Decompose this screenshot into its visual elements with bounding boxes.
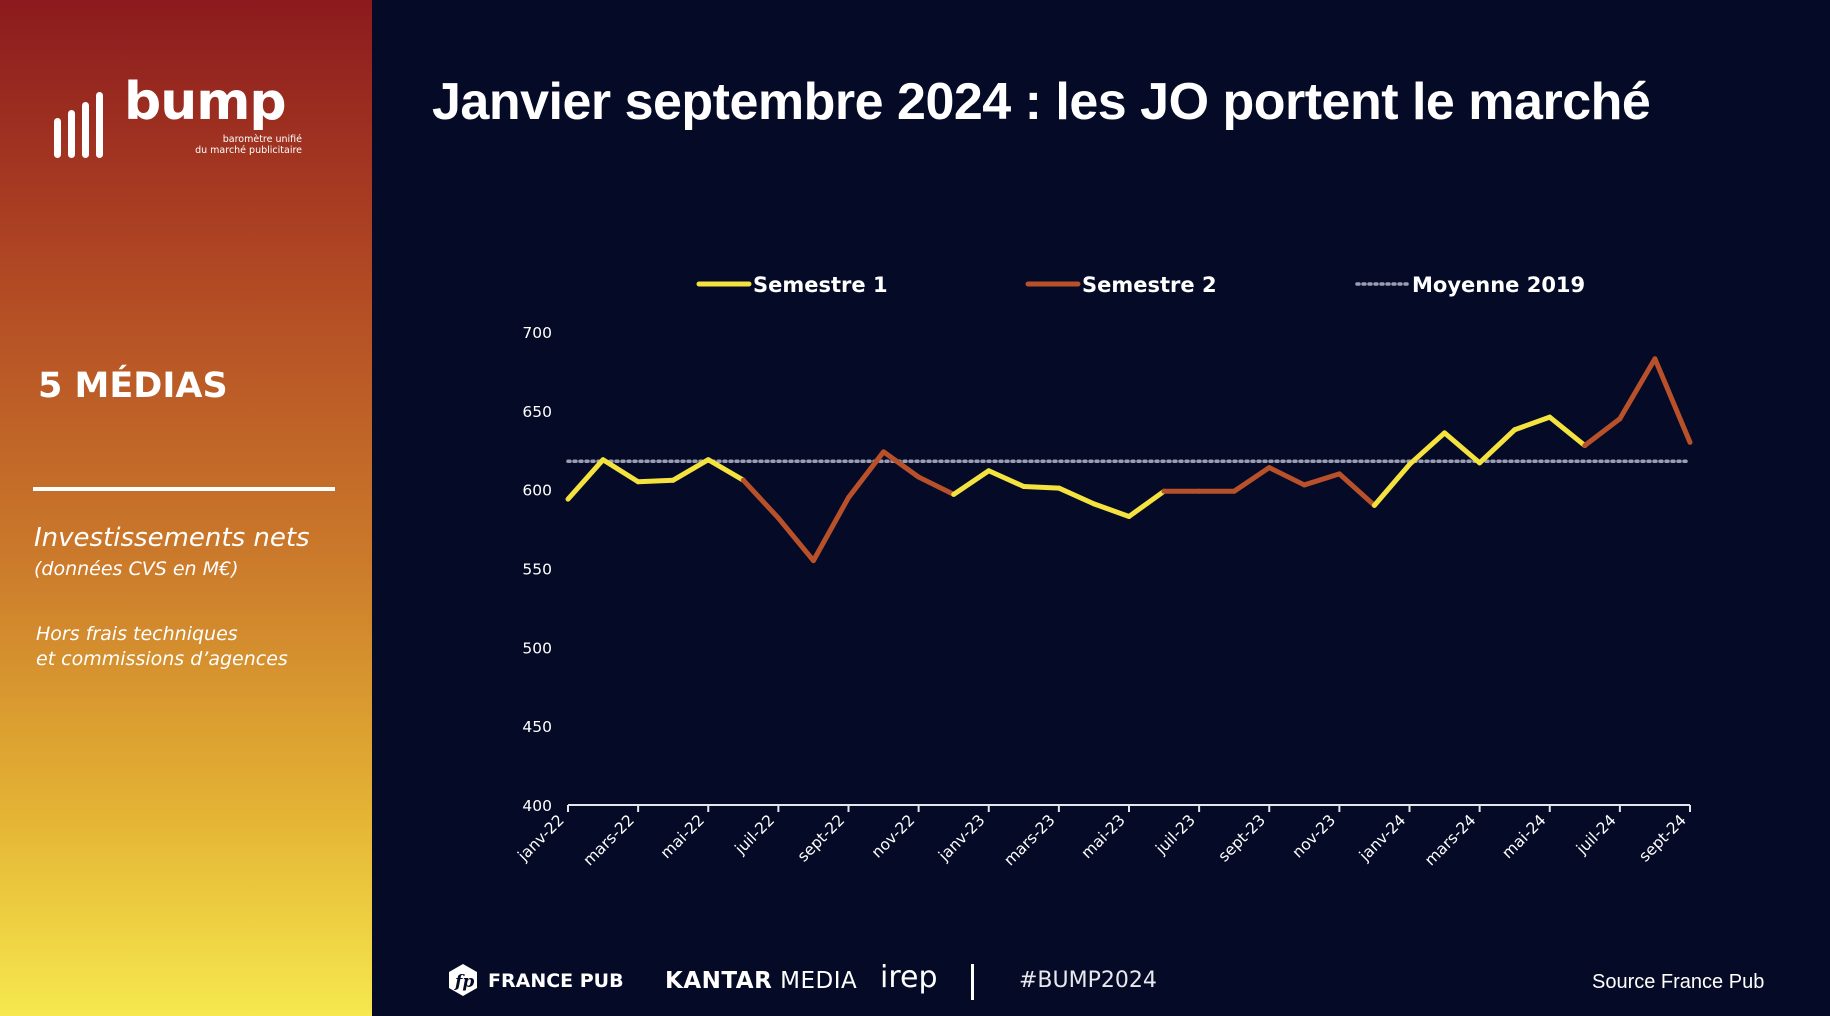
kantar-bold: KANTAR — [665, 968, 773, 994]
media-title: 5 MÉDIAS — [38, 366, 228, 406]
logo-word: bump — [124, 72, 287, 132]
bars-logo-icon — [54, 92, 103, 158]
semestre1-segment — [1477, 427, 1518, 466]
x-tick-label: janv-22 — [514, 811, 568, 865]
semestre2-segment — [881, 449, 922, 480]
sidebar-divider — [33, 487, 335, 491]
investissements-title: Investissements nets — [34, 523, 310, 553]
semestre2-segment — [810, 495, 851, 564]
semestre2-segment — [1266, 465, 1307, 488]
france-pub-logo-text: FRANCE PUB — [488, 970, 624, 992]
note-line-1: Hors frais techniques — [36, 623, 238, 645]
semestre1-segment — [1371, 461, 1412, 508]
y-tick-label: 450 — [522, 718, 552, 736]
semestre1-segment — [705, 457, 746, 483]
chart-lines — [565, 356, 1693, 564]
semestre2-segment — [1652, 356, 1693, 445]
x-tick-label: juil-23 — [1152, 811, 1199, 858]
investissements-subtitle: (données CVS en M€) — [34, 558, 239, 580]
x-tick-label: mai-23 — [1078, 811, 1129, 862]
footer-separator — [971, 964, 974, 1000]
y-tick-label: 400 — [522, 797, 552, 815]
slide-title: Janvier septembre 2024 : les JO portent … — [432, 73, 1651, 131]
x-tick-label: sept-22 — [794, 811, 848, 865]
x-tick-label: mars-22 — [580, 811, 638, 869]
semestre2-segment — [1617, 356, 1658, 422]
semestre2-segment — [1301, 471, 1342, 488]
semestre1-segment — [951, 468, 992, 497]
semestre1-segment — [1512, 414, 1553, 433]
x-tick-label: mars-23 — [1000, 811, 1058, 869]
legend-label-moyenne: Moyenne 2019 — [1412, 273, 1585, 297]
x-tick-label: nov-23 — [1289, 811, 1339, 861]
x-tick-label: mars-24 — [1421, 811, 1479, 869]
x-tick-label: mai-22 — [657, 811, 708, 862]
y-tick-label: 700 — [522, 324, 552, 342]
semestre1-segment — [600, 457, 641, 485]
kantar-rest: MEDIA — [772, 968, 858, 994]
semestre1-segment — [1056, 485, 1097, 507]
x-tick-label: nov-22 — [868, 811, 918, 861]
irep-logo: irep — [880, 960, 938, 995]
y-tick-label: 600 — [522, 482, 552, 500]
semestre2-segment — [740, 477, 781, 521]
source-label: Source France Pub — [1592, 971, 1765, 993]
semestre1-segment — [1547, 414, 1588, 449]
svg-text:fp: fp — [454, 972, 474, 992]
semestre2-segment — [846, 449, 887, 501]
semestre1-segment — [1407, 430, 1448, 467]
y-tick-label: 500 — [522, 639, 552, 657]
semestre1-segment — [986, 468, 1027, 490]
note-line-2: et commissions d’agences — [36, 648, 288, 670]
semestre1-segment — [1126, 488, 1167, 519]
x-tick-label: juil-24 — [1572, 811, 1619, 858]
x-tick-label: janv-24 — [1355, 811, 1409, 865]
logo-tagline: baromètre unifié du marché publicitaire — [195, 134, 302, 156]
x-tick-label: mai-24 — [1499, 811, 1550, 862]
kantar-media-logo: KANTAR MEDIA — [665, 968, 857, 994]
semestre2-segment — [1336, 471, 1377, 508]
chart-axes: 400 450 500 550 600 650 700 janv-22 mars-22 mai-2… — [514, 324, 1691, 869]
semestre1-segment — [670, 457, 711, 483]
semestre1-segment — [565, 457, 606, 502]
footer: fp FRANCE PUB KANTAR MEDIA irep #BUMP202… — [0, 958, 1830, 1008]
legend-label-semestre1: Semestre 1 — [753, 273, 888, 297]
x-tick-label: juil-22 — [731, 811, 778, 858]
semestre1-segment — [1091, 501, 1132, 519]
chart-legend: Semestre 1 Semestre 2 Moyenne 2019 — [696, 273, 1585, 297]
semestre2-segment — [1582, 416, 1623, 449]
france-pub-icon: fp — [449, 964, 477, 996]
sidebar: bump baromètre unifié du marché publicit… — [0, 0, 372, 1016]
semestre2-segment — [775, 515, 816, 564]
legend-label-semestre2: Semestre 2 — [1082, 273, 1217, 297]
y-tick-label: 650 — [522, 403, 552, 421]
x-tick-label: sept-23 — [1215, 811, 1269, 865]
semestre1-segment — [1021, 484, 1062, 491]
x-tick-label: janv-23 — [934, 811, 988, 865]
x-tick-label: sept-24 — [1635, 811, 1689, 865]
semestre2-segment — [916, 474, 957, 497]
bump-logo: bump baromètre unifié du marché publicit… — [52, 72, 302, 168]
semestre1-segment — [1442, 430, 1483, 466]
semestre2-segment — [1231, 465, 1272, 494]
y-tick-label: 550 — [522, 561, 552, 579]
hashtag: #BUMP2024 — [1019, 968, 1157, 993]
semestre1-segment — [635, 477, 676, 485]
